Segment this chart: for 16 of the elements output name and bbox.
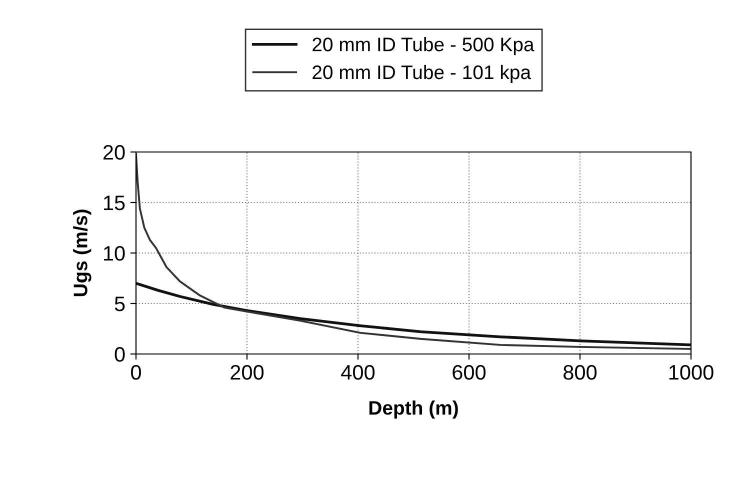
y-tick-label: 15: [104, 196, 125, 210]
x-tick-label: 400: [341, 364, 375, 380]
x-tick-label: 200: [230, 364, 264, 380]
x-tick-label: 1000: [669, 364, 714, 380]
legend-label: 20 mm ID Tube - 101 kpa: [312, 64, 532, 84]
legend-label: 20 mm ID Tube - 500 Kpa: [312, 37, 534, 56]
y-tick-label: 20: [103, 145, 125, 160]
y-tick-label: 5: [114, 296, 125, 312]
x-tick-label: 800: [564, 364, 597, 380]
y-tick-label: 0: [114, 347, 125, 362]
x-tick-label: 600: [452, 364, 486, 380]
x-axis-title: Depth (m): [369, 400, 458, 419]
y-axis-title: Ugs (m/s): [73, 210, 92, 296]
y-tick-label: 10: [104, 246, 125, 261]
x-tick-label: 0: [131, 364, 141, 380]
line-series: [136, 282, 691, 346]
